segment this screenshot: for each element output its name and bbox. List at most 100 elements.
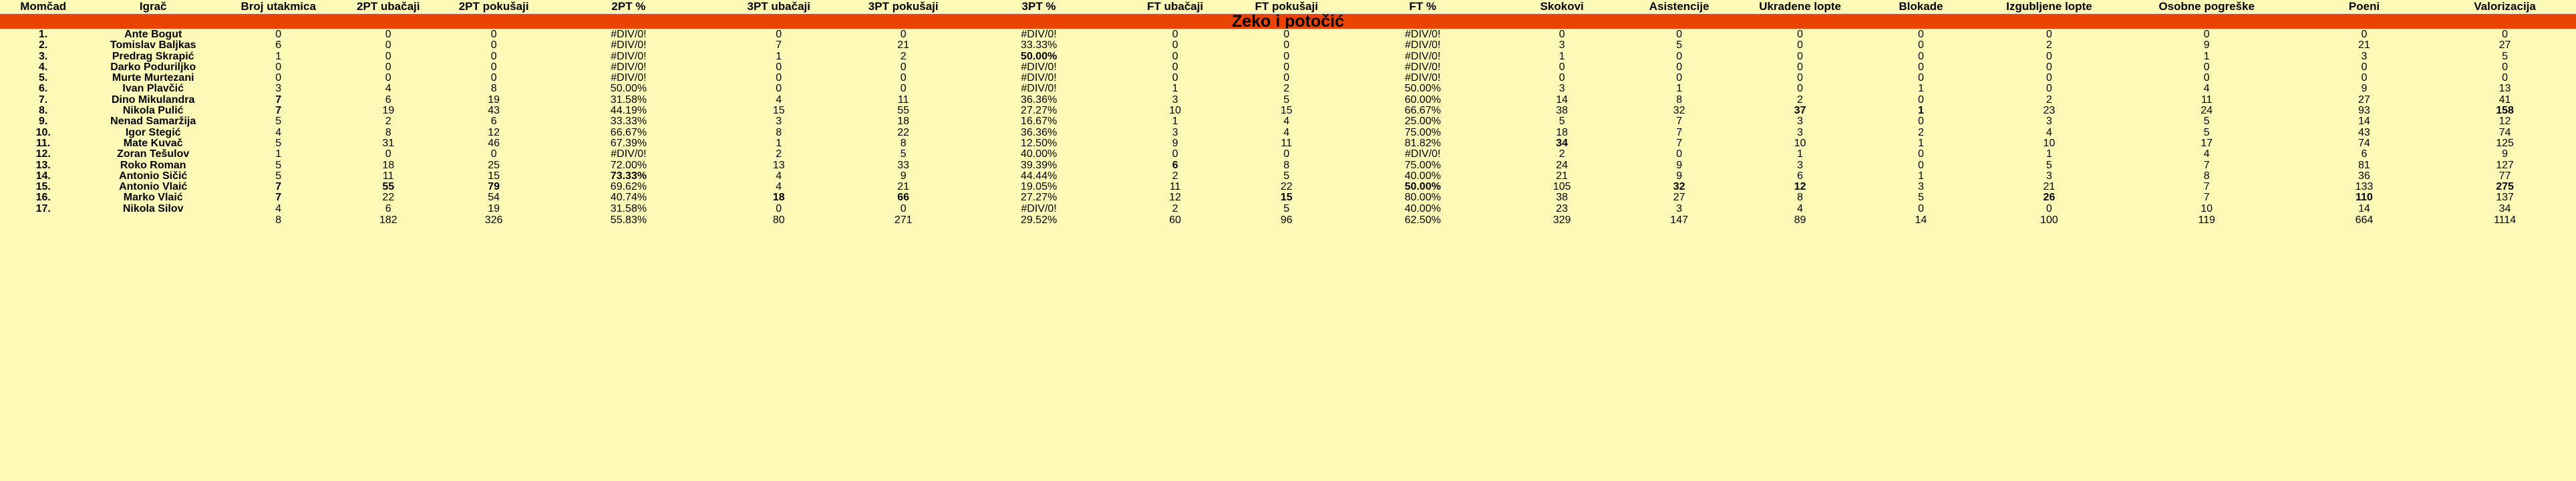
row-rank[interactable]: 17. xyxy=(0,203,87,215)
stat-cell[interactable]: 11 xyxy=(2118,94,2295,106)
stat-cell[interactable]: 4 xyxy=(2118,149,2295,160)
stat-cell[interactable]: 7 xyxy=(709,40,848,51)
stat-cell[interactable]: 5 xyxy=(1503,116,1621,128)
stat-cell[interactable]: #DIV/0! xyxy=(548,40,709,51)
stat-cell[interactable]: 1 xyxy=(1119,116,1231,128)
stat-cell[interactable]: 1 xyxy=(1862,170,1980,182)
stat-cell[interactable]: 74 xyxy=(2434,127,2576,138)
total-cell[interactable]: 89 xyxy=(1738,214,1863,227)
stat-cell[interactable]: 0 xyxy=(1979,61,2119,73)
stat-cell[interactable]: 6 xyxy=(2294,149,2434,160)
stat-cell[interactable]: 9 xyxy=(2294,84,2434,95)
stat-cell[interactable]: 41 xyxy=(2434,94,2576,106)
total-cell[interactable]: 14 xyxy=(1862,214,1980,227)
stat-cell[interactable]: 1 xyxy=(709,138,848,150)
stat-cell[interactable]: 5 xyxy=(1231,170,1343,182)
row-rank[interactable]: 6. xyxy=(0,84,87,95)
player-name[interactable]: Darko Poduriljko xyxy=(86,61,220,73)
stat-cell[interactable]: 0 xyxy=(1738,73,1863,84)
stat-cell[interactable]: 10 xyxy=(1738,138,1863,150)
stat-cell[interactable]: 110 xyxy=(2294,192,2434,204)
stat-cell[interactable]: 31.58% xyxy=(548,94,709,106)
stat-cell[interactable]: 5 xyxy=(220,138,337,150)
stat-cell[interactable]: 0 xyxy=(440,40,548,51)
stat-cell[interactable]: 25.00% xyxy=(1342,116,1504,128)
column-header-player[interactable]: Igrač xyxy=(86,0,220,14)
table-row[interactable]: 8. Nikola Pulić 7 19 43 44.19% 15 55 27.27% 10 15 6… xyxy=(0,106,2576,117)
column-header-2pt-att[interactable]: 2PT pokušaji xyxy=(440,0,548,14)
stat-cell[interactable]: 9 xyxy=(2118,40,2295,51)
stat-cell[interactable]: 24 xyxy=(2118,106,2295,117)
stat-cell[interactable]: 0 xyxy=(1231,61,1343,73)
stat-cell[interactable]: 81.82% xyxy=(1342,138,1504,150)
table-row[interactable]: 7. Dino Mikulandra 7 6 19 31.58% 4 11 36.36% 3 5 60… xyxy=(0,94,2576,106)
stat-cell[interactable]: 38 xyxy=(1503,192,1621,204)
stat-cell[interactable]: 7 xyxy=(1620,127,1738,138)
stat-cell[interactable]: 5 xyxy=(1231,94,1343,106)
stat-cell[interactable]: #DIV/0! xyxy=(1342,149,1504,160)
stat-cell[interactable]: 0 xyxy=(2434,73,2576,84)
stat-cell[interactable]: #DIV/0! xyxy=(548,29,709,41)
stat-cell[interactable]: 0 xyxy=(1862,149,1980,160)
stat-cell[interactable]: 34 xyxy=(1503,138,1621,150)
stat-cell[interactable]: 50.00% xyxy=(1342,84,1504,95)
stat-cell[interactable]: 8 xyxy=(1738,192,1863,204)
stat-cell[interactable]: 0 xyxy=(337,51,440,62)
stat-cell[interactable]: 12.50% xyxy=(958,138,1120,150)
stat-cell[interactable]: 0 xyxy=(1979,51,2119,62)
stat-cell[interactable]: 0 xyxy=(337,40,440,51)
stat-cell[interactable]: 3 xyxy=(709,116,848,128)
stat-cell[interactable]: 0 xyxy=(220,61,337,73)
stat-cell[interactable]: 4 xyxy=(1738,203,1863,215)
stat-cell[interactable]: 0 xyxy=(2294,61,2434,73)
stat-cell[interactable]: 0 xyxy=(1119,51,1231,62)
stat-cell[interactable]: 14 xyxy=(2294,116,2434,128)
stat-cell[interactable]: 0 xyxy=(2434,61,2576,73)
row-rank[interactable]: 14. xyxy=(0,170,87,182)
stat-cell[interactable]: #DIV/0! xyxy=(958,203,1120,215)
stat-cell[interactable]: 0 xyxy=(337,73,440,84)
stat-cell[interactable]: 0 xyxy=(2118,29,2295,41)
stat-cell[interactable]: 19 xyxy=(337,106,440,117)
stat-cell[interactable]: 3 xyxy=(2294,51,2434,62)
total-cell[interactable]: 147 xyxy=(1620,214,1738,227)
stat-cell[interactable]: 15 xyxy=(709,106,848,117)
stat-cell[interactable]: 3 xyxy=(1738,127,1863,138)
stat-cell[interactable]: 0 xyxy=(2434,29,2576,41)
stat-cell[interactable]: 19 xyxy=(440,94,548,106)
player-name[interactable]: Antonio Vlaić xyxy=(86,182,220,193)
stat-cell[interactable]: 0 xyxy=(1119,73,1231,84)
stat-cell[interactable]: 0 xyxy=(1862,73,1980,84)
stat-cell[interactable]: 12 xyxy=(440,127,548,138)
stat-cell[interactable]: 22 xyxy=(1231,182,1343,193)
stat-cell[interactable]: 3 xyxy=(1738,116,1863,128)
player-name[interactable]: Ivan Plavčić xyxy=(86,84,220,95)
stat-cell[interactable]: #DIV/0! xyxy=(1342,29,1504,41)
stat-cell[interactable]: 21 xyxy=(2294,40,2434,51)
stat-cell[interactable]: 16.67% xyxy=(958,116,1120,128)
stat-cell[interactable]: 5 xyxy=(220,160,337,171)
player-name[interactable]: Tomislav Baljkas xyxy=(86,40,220,51)
player-name[interactable]: Roko Roman xyxy=(86,160,220,171)
stat-cell[interactable]: 2 xyxy=(1231,84,1343,95)
column-header-points[interactable]: Poeni xyxy=(2294,0,2434,14)
column-header-blocks[interactable]: Blokade xyxy=(1862,0,1980,14)
stat-cell[interactable]: #DIV/0! xyxy=(958,61,1120,73)
column-header-3pt-att[interactable]: 3PT pokušaji xyxy=(848,0,959,14)
stat-cell[interactable]: 10 xyxy=(1119,106,1231,117)
stat-cell[interactable]: 5 xyxy=(2118,116,2295,128)
stat-cell[interactable]: 33.33% xyxy=(548,116,709,128)
stat-cell[interactable]: 46 xyxy=(440,138,548,150)
stat-cell[interactable]: 0 xyxy=(1862,116,1980,128)
stat-cell[interactable]: 25 xyxy=(440,160,548,171)
stat-cell[interactable]: 0 xyxy=(1862,160,1980,171)
stat-cell[interactable]: 7 xyxy=(2118,182,2295,193)
row-rank[interactable]: 5. xyxy=(0,73,87,84)
stat-cell[interactable]: 2 xyxy=(1119,170,1231,182)
player-name[interactable]: Antonio Sičić xyxy=(86,170,220,182)
stat-cell[interactable]: 0 xyxy=(1862,51,1980,62)
player-name[interactable]: Dino Mikulandra xyxy=(86,94,220,106)
stat-cell[interactable]: 2 xyxy=(1979,40,2119,51)
stat-cell[interactable]: 0 xyxy=(440,51,548,62)
stat-cell[interactable]: 79 xyxy=(440,182,548,193)
